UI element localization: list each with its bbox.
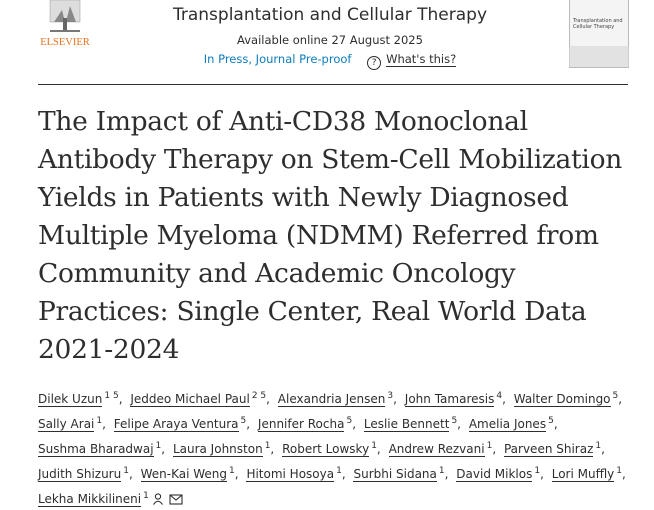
author: Lori Muffly 1 — [551, 466, 626, 482]
journal-title[interactable]: Transplantation and Cellular Therapy — [172, 5, 488, 25]
author-name[interactable]: Dilek Uzun — [38, 392, 103, 407]
author-name[interactable]: John Tamaresis — [404, 392, 495, 407]
affiliation[interactable]: 1 — [143, 491, 149, 501]
author-name[interactable]: Lori Muffly — [551, 467, 615, 482]
author-name[interactable]: Surbhi Sidana — [353, 467, 437, 482]
affiliation[interactable]: 1 5 — [104, 391, 119, 401]
author-name[interactable]: Andrew Rezvani — [388, 442, 485, 457]
affiliation[interactable]: 1 — [96, 416, 103, 426]
affiliation[interactable]: 1 — [534, 466, 541, 476]
affiliation[interactable]: 5 — [451, 416, 458, 426]
affiliation[interactable]: 5 — [548, 416, 554, 426]
affiliation[interactable]: 1 — [229, 466, 235, 476]
publisher: ELSEVIER — [40, 37, 90, 48]
author-name[interactable]: Laura Johnston — [172, 442, 263, 457]
author-name[interactable]: Parveen Shiraz — [503, 442, 594, 457]
author: Robert Lowsky 1 — [282, 441, 381, 457]
author: Felipe Araya Ventura 5 — [113, 416, 250, 432]
affiliation[interactable]: 1 — [595, 441, 602, 451]
affiliation[interactable]: 1 — [336, 466, 342, 476]
author: Andrew Rezvani 1 — [388, 441, 496, 457]
author-name[interactable]: Felipe Araya Ventura — [113, 417, 239, 432]
author: Amelia Jones 5 — [468, 416, 558, 432]
author: Wen-Kai Weng 1 — [140, 466, 239, 482]
author: Walter Domingo 5 — [513, 391, 622, 407]
author: John Tamaresis 4 — [404, 391, 506, 407]
author: Parveen Shiraz 1 — [503, 441, 605, 457]
author: Dilek Uzun 1 5 — [38, 391, 123, 407]
affiliation[interactable]: 1 — [486, 441, 493, 451]
author-name[interactable]: Sally Arai — [38, 417, 95, 432]
affiliation[interactable]: 4 — [496, 391, 503, 401]
journal-cover[interactable]: Transplantation and Cellular Therapy — [569, 0, 629, 68]
affiliation[interactable]: 5 — [240, 416, 247, 426]
affiliation[interactable]: 1 — [264, 441, 271, 451]
affiliation[interactable]: 5 — [346, 416, 353, 426]
author-name[interactable]: Hitomi Hosoya — [246, 467, 335, 482]
affiliation[interactable]: 1 — [155, 441, 162, 451]
author: Jeddeo Michael Paul 2 5 — [130, 391, 270, 407]
author: Jennifer Rocha 5 — [257, 416, 356, 432]
author: Alexandria Jensen 3 — [277, 391, 397, 407]
author: David Miklos 1 — [456, 466, 544, 482]
author-name[interactable]: Lekha Mikkilineni — [38, 492, 142, 507]
author-name[interactable]: Judith Shizuru — [38, 467, 122, 482]
affiliation[interactable]: 5 — [612, 391, 619, 401]
author: Hitomi Hosoya 1 — [246, 466, 346, 482]
affiliation[interactable]: 1 — [123, 466, 129, 476]
author: Lekha Mikkilineni 1 — [38, 491, 183, 507]
affiliation[interactable]: 1 — [438, 466, 445, 476]
article-title: The Impact of Anti-CD38 Monoclonal Antib… — [38, 106, 622, 365]
author: Sally Arai 1 — [38, 416, 106, 432]
affiliation[interactable]: 1 — [616, 466, 623, 476]
author-name[interactable]: Walter Domingo — [513, 392, 611, 407]
author-name[interactable]: Jennifer Rocha — [257, 417, 345, 432]
affiliation[interactable]: 1 — [371, 441, 377, 451]
author: Leslie Bennett 5 — [363, 416, 461, 432]
contact-icons[interactable] — [152, 493, 183, 505]
help-icon[interactable]: ? — [367, 56, 382, 70]
author: Judith Shizuru 1 — [38, 466, 133, 482]
affiliation[interactable]: 2 5 — [251, 391, 267, 401]
author-name[interactable]: David Miklos — [456, 467, 533, 482]
affiliation[interactable]: 3 — [387, 391, 394, 401]
cover-title: Transplantation and Cellular Therapy — [573, 18, 623, 30]
divider — [38, 84, 628, 85]
available-online: Available online 27 August 2025 — [237, 33, 423, 47]
help-link[interactable]: What's this? — [386, 52, 457, 67]
author: Laura Johnston 1 — [172, 441, 274, 457]
author-name[interactable]: Wen-Kai Weng — [140, 467, 228, 482]
author-name[interactable]: Robert Lowsky — [282, 442, 370, 457]
author-name[interactable]: Alexandria Jensen — [277, 392, 386, 407]
author-name[interactable]: Jeddeo Michael Paul — [130, 392, 250, 407]
author-name[interactable]: Leslie Bennett — [363, 417, 450, 432]
status[interactable]: In Press, Journal Pre-proof — [203, 52, 352, 66]
status-row: In Press, Journal Pre-proof ? What's this… — [130, 52, 530, 70]
author: Surbhi Sidana 1 — [353, 466, 448, 482]
elsevier-logo[interactable]: ELSEVIER — [36, 0, 94, 50]
author-name[interactable]: Sushma Bharadwaj — [38, 442, 154, 457]
author-name[interactable]: Amelia Jones — [468, 417, 547, 432]
author: Sushma Bharadwaj 1 — [38, 441, 165, 457]
